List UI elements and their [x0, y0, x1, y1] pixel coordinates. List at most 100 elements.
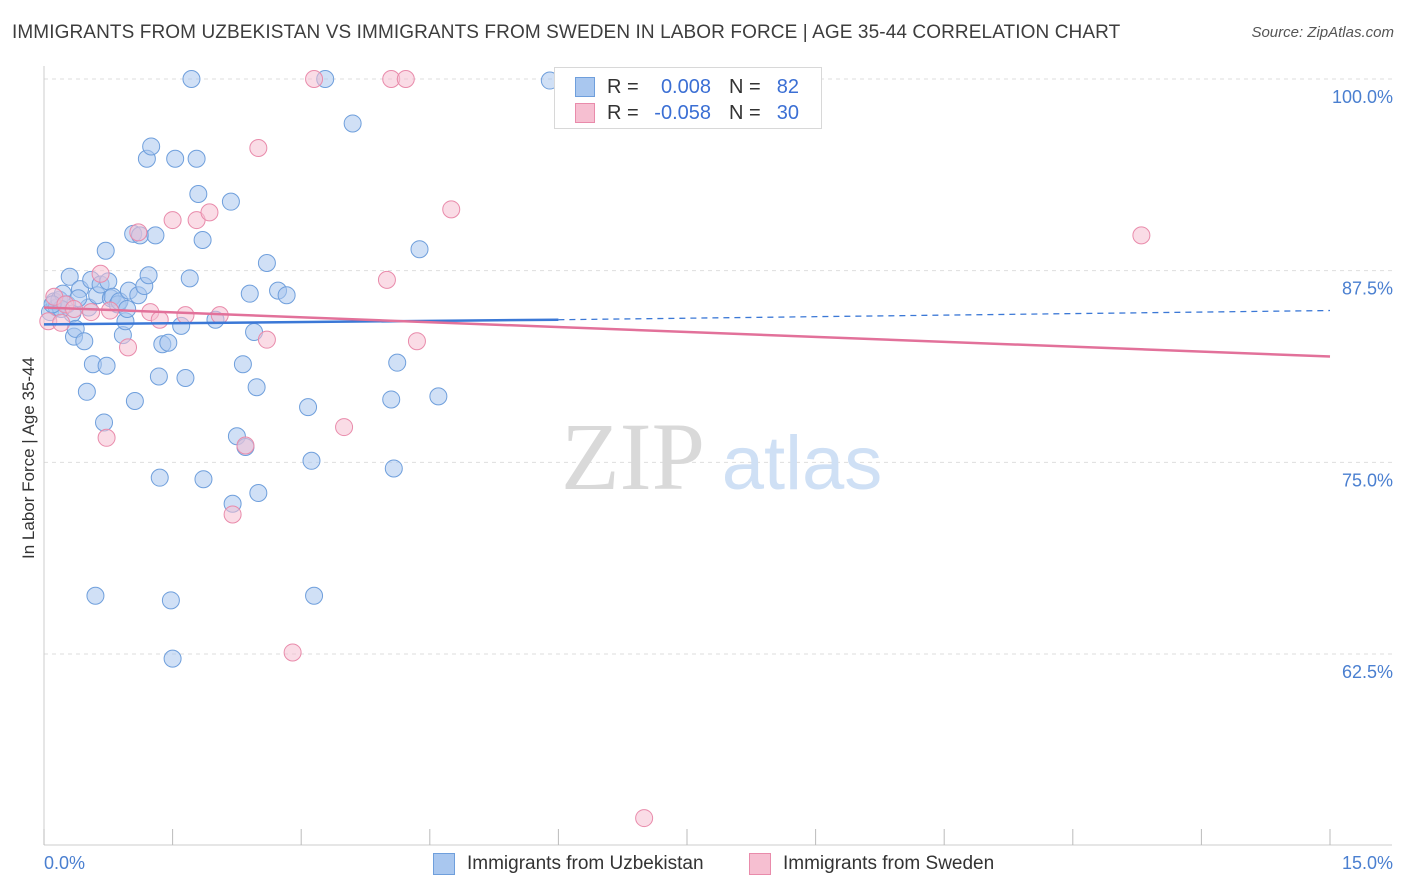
sweden-point — [407, 332, 426, 351]
uzbekistan-point — [429, 387, 448, 406]
sweden-point — [283, 643, 302, 662]
sweden-point — [442, 200, 461, 219]
uzbekistan-point — [189, 185, 208, 203]
uzbekistan-point — [249, 484, 268, 502]
uzbekistan-point — [382, 390, 401, 409]
stats-legend: R = 0.008 N = 82 R = -0.058 N = 30 — [554, 67, 822, 129]
uzbekistan-point — [150, 468, 169, 487]
trend-lines — [43, 306, 1331, 358]
uzbekistan-point — [180, 269, 199, 288]
sweden-point — [91, 264, 110, 283]
uzbekistan-point — [305, 586, 324, 605]
sweden-point — [396, 70, 415, 88]
uzbekistan-point — [388, 353, 407, 372]
uzbekistan-point — [60, 267, 79, 286]
source-credit: Source: ZipAtlas.com — [1251, 24, 1394, 41]
uzbekistan-point — [193, 231, 212, 249]
sweden-point — [249, 139, 268, 157]
uzbekistan-point — [221, 192, 240, 211]
y-tick-label: 87.5% — [1342, 279, 1393, 299]
uzbekistan-point — [302, 451, 321, 470]
legend-item-sweden[interactable]: Immigrants from Sweden — [749, 852, 994, 876]
legend-label-sweden: Immigrants from Sweden — [783, 853, 995, 874]
uzbekistan-point — [86, 586, 105, 605]
n-label: N = — [729, 75, 761, 98]
uzbekistan-point — [343, 114, 362, 133]
uzbekistan-point — [277, 286, 296, 305]
r-value: 0.008 — [660, 75, 711, 98]
stats-legend-row-uzbekistan: R = 0.008 N = 82 — [575, 74, 799, 100]
sweden-point — [257, 330, 276, 349]
sweden-point — [223, 505, 242, 524]
axes — [43, 66, 1392, 846]
y-tick-label: 100.0% — [1332, 87, 1393, 107]
uzbekistan-point — [125, 392, 144, 410]
sweden-legend-swatch — [749, 853, 771, 875]
uzbekistan-point — [247, 378, 266, 397]
uzbekistan-point — [163, 649, 182, 668]
n-value: 30 — [776, 101, 799, 124]
sweden-trend-line — [43, 306, 1331, 358]
uzbekistan-point — [159, 333, 178, 352]
uzbekistan-point — [176, 369, 195, 387]
uzbekistan-point — [299, 398, 318, 417]
tick-labels: 62.5% 75.0% 87.5% 100.0% 0.0% 15.0% — [44, 87, 1393, 873]
sweden-point — [635, 809, 654, 828]
stats-legend-row-sweden: R = -0.058 N = 30 — [575, 100, 799, 126]
chart-title: IMMIGRANTS FROM UZBEKISTAN VS IMMIGRANTS… — [12, 22, 1121, 43]
sweden-point — [305, 70, 324, 88]
uzbekistan-point — [240, 284, 259, 303]
uzbekistan-swatch — [575, 77, 595, 97]
sweden-point — [52, 313, 71, 332]
sweden-point — [82, 303, 101, 322]
uzbekistan-point — [187, 149, 206, 168]
sweden-point — [377, 270, 396, 289]
uzbekistan-point — [166, 149, 185, 168]
watermark: ZIP atlas — [561, 403, 882, 510]
sweden-point — [150, 310, 169, 329]
watermark-atlas: atlas — [722, 421, 883, 506]
uzbekistan-point — [118, 300, 137, 318]
uzbekistan-point — [410, 240, 429, 259]
uzbekistan-point — [95, 413, 114, 432]
uzbekistan-point — [194, 470, 213, 489]
uzbekistan-trend-line — [43, 318, 559, 326]
legend-item-uzbekistan[interactable]: Immigrants from Uzbekistan — [433, 852, 704, 876]
sweden-point — [236, 436, 255, 455]
n-value: 82 — [776, 75, 799, 98]
uzbekistan-point — [77, 382, 96, 401]
uzbekistan-point — [384, 459, 403, 478]
sweden-point — [200, 203, 219, 222]
r-label: R = — [607, 101, 639, 124]
r-value: -0.058 — [654, 101, 711, 124]
x-tick-label: 15.0% — [1342, 853, 1393, 873]
sweden-point — [1132, 226, 1151, 245]
y-axis-label: In Labor Force | Age 35-44 — [19, 357, 38, 559]
uzbekistan-point — [149, 367, 168, 386]
watermark-zip: ZIP — [561, 403, 705, 510]
series-uzbekistan-points — [41, 70, 559, 668]
uzbekistan-trend-extension — [558, 309, 1331, 321]
sweden-point — [97, 428, 116, 447]
uzbekistan-point — [139, 266, 158, 285]
x-tick-label: 0.0% — [44, 853, 85, 873]
y-tick-label: 62.5% — [1342, 662, 1393, 682]
sweden-point — [163, 211, 182, 230]
sweden-point — [129, 223, 148, 242]
sweden-point — [176, 306, 195, 325]
n-label: N = — [729, 101, 761, 124]
uzbekistan-point — [75, 332, 94, 351]
uzbekistan-point — [233, 355, 252, 374]
legend-label-uzbekistan: Immigrants from Uzbekistan — [467, 853, 704, 874]
uzbekistan-point — [257, 254, 276, 272]
uzbekistan-point — [161, 591, 180, 610]
r-label: R = — [607, 75, 639, 98]
uzbekistan-point — [146, 226, 165, 245]
uzbekistan-point — [97, 356, 116, 375]
uzbekistan-point — [142, 137, 161, 156]
uzbekistan-legend-swatch — [433, 853, 455, 875]
y-tick-label: 75.0% — [1342, 470, 1393, 490]
sweden-swatch — [575, 103, 595, 123]
sweden-point — [119, 338, 138, 357]
